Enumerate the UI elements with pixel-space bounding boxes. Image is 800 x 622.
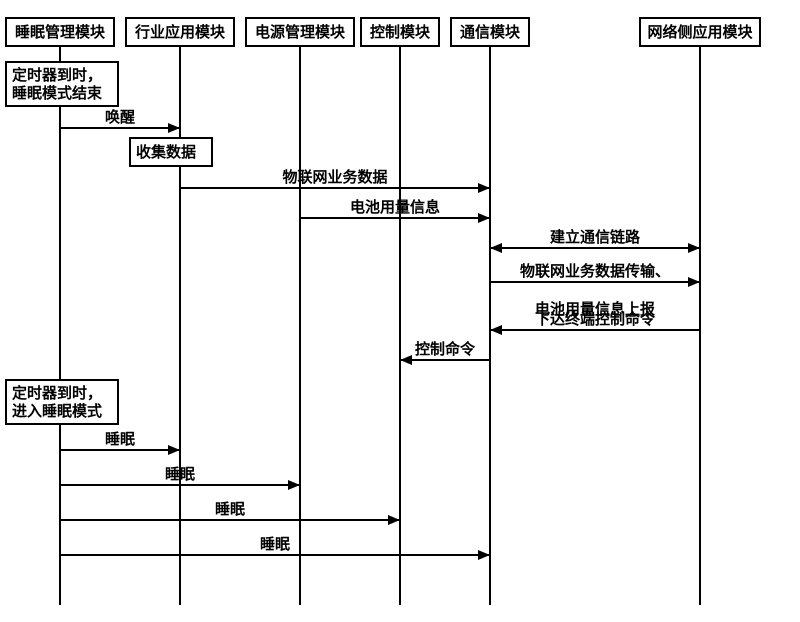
arrowhead — [688, 277, 700, 287]
message-label-m8: 睡眠 — [105, 430, 135, 448]
arrowhead — [478, 550, 490, 560]
note-text-note3-1: 进入睡眠模式 — [12, 402, 102, 420]
note-text-note1-1: 睡眠模式结束 — [12, 84, 103, 102]
message-label-m3: 电池用量信息 — [350, 198, 440, 216]
arrowhead — [478, 183, 490, 193]
arrowhead — [168, 445, 180, 455]
message-label-m2: 物联网业务数据 — [282, 168, 387, 186]
message-label-m10: 睡眠 — [215, 500, 245, 518]
arrowhead — [490, 325, 502, 335]
arrowhead — [478, 213, 490, 223]
arrowhead — [168, 123, 180, 133]
arrowhead — [400, 355, 412, 365]
lifeline-header-label-sleep: 睡眠管理模块 — [15, 23, 106, 41]
arrowhead — [490, 243, 502, 253]
message-label-m9: 睡眠 — [165, 465, 195, 483]
note-text-note2-0: 收集数据 — [136, 143, 196, 161]
sequence-diagram: 睡眠管理模块行业应用模块电源管理模块控制模块通信模块网络侧应用模块定时器到时，睡… — [0, 0, 800, 622]
note-text-note3-0: 定时器到时， — [12, 384, 102, 402]
lifeline-header-label-comm: 通信模块 — [460, 23, 521, 41]
message-label-m11: 睡眠 — [260, 535, 290, 553]
note-text-note1-0: 定时器到时， — [12, 66, 102, 84]
lifeline-header-label-industry: 行业应用模块 — [134, 23, 226, 41]
message-label-m6: 下达终端控制命令 — [535, 310, 656, 328]
message-label-m4: 建立通信链路 — [550, 228, 641, 246]
message-label-m5a: 物联网业务数据传输、 — [520, 262, 670, 280]
message-label-m7: 控制命令 — [415, 340, 476, 358]
arrowhead — [688, 243, 700, 253]
lifeline-header-label-control: 控制模块 — [370, 23, 431, 41]
lifeline-header-label-power: 电源管理模块 — [255, 23, 346, 41]
arrowhead — [288, 480, 300, 490]
message-label-m1: 唤醒 — [105, 108, 135, 126]
arrowhead — [388, 515, 400, 525]
lifeline-header-label-netapp: 网络侧应用模块 — [647, 23, 753, 41]
